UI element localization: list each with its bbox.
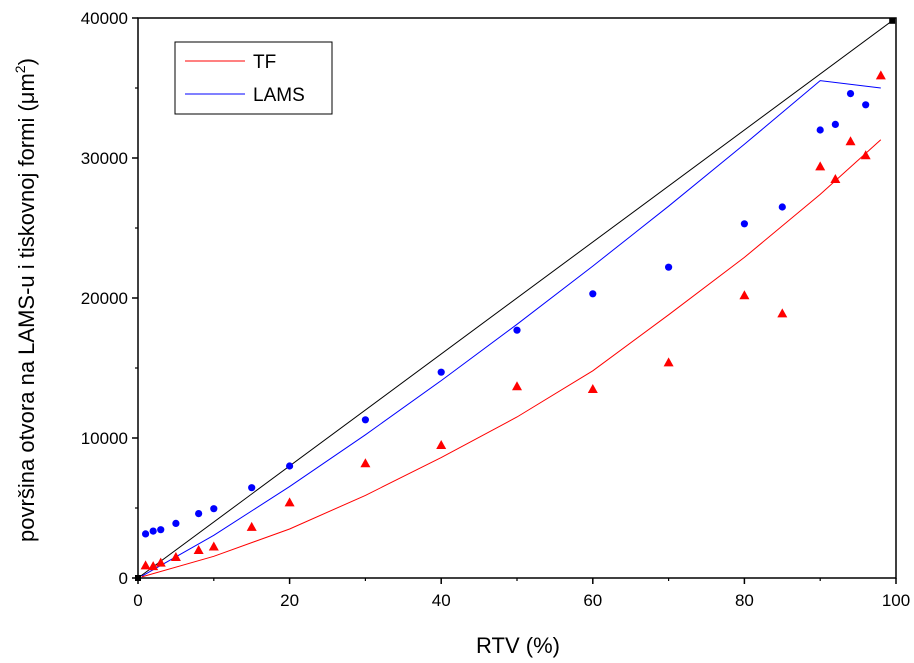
legend-label-tf: TF	[253, 52, 276, 73]
data-point-lams	[846, 90, 855, 98]
data-point-lams	[210, 505, 218, 513]
data-point-lams	[665, 263, 673, 271]
data-point-lams	[816, 126, 824, 134]
data-point-tf	[830, 174, 841, 183]
data-points	[135, 17, 896, 581]
fit-lines	[137, 20, 893, 579]
data-point-tf	[148, 561, 159, 571]
x-tick-label: 0	[133, 591, 142, 610]
x-tick-label: 20	[280, 591, 299, 610]
data-point-tf	[512, 381, 522, 391]
data-point-lams	[437, 368, 445, 376]
x-axis: 0 20 40 60 80 100	[133, 578, 910, 610]
data-point-tf	[663, 357, 674, 367]
y-tick-label: 10000	[81, 429, 128, 448]
data-point-lams	[361, 416, 369, 424]
legend: TF LAMS	[174, 41, 333, 115]
y-tick-label: 40000	[81, 9, 128, 28]
data-point-tf	[875, 70, 886, 80]
data-point-tf	[170, 552, 181, 561]
y-axis-title-close: )	[14, 58, 39, 65]
y-tick-label: 0	[119, 569, 128, 588]
reference-point	[135, 575, 141, 581]
data-point-lams	[740, 220, 749, 228]
data-point-lams	[513, 326, 521, 334]
legend-label-lams: LAMS	[253, 85, 305, 106]
data-point-lams	[831, 120, 839, 128]
data-point-tf	[860, 150, 871, 160]
data-point-tf	[140, 560, 151, 570]
data-point-tf	[284, 497, 295, 507]
data-point-tf	[436, 440, 447, 449]
reference-point	[889, 17, 896, 24]
y-axis-title-unit: μm	[14, 73, 39, 104]
data-point-tf	[777, 308, 788, 318]
data-point-tf	[845, 136, 856, 146]
reference-line	[137, 20, 893, 579]
data-point-lams	[589, 290, 597, 298]
data-point-lams	[286, 462, 294, 470]
fit-line-lams	[141, 80, 881, 577]
data-point-lams	[149, 527, 157, 535]
data-point-lams	[141, 530, 150, 538]
fit-line-tf	[141, 139, 882, 578]
data-point-lams	[862, 101, 870, 109]
x-tick-label: 40	[432, 591, 451, 610]
data-point-lams	[172, 519, 180, 528]
data-point-lams	[248, 484, 256, 492]
data-point-tf	[360, 458, 371, 468]
y-tick-label: 20000	[81, 289, 128, 308]
data-point-lams	[195, 509, 203, 518]
data-point-tf	[739, 290, 750, 300]
y-axis-title-unit-exponent: 2	[12, 65, 28, 73]
y-axis-title: površina otvora na LAMS-u i tiskovnoj fo…	[12, 58, 39, 542]
x-tick-label: 60	[583, 591, 602, 610]
x-tick-label: 100	[882, 591, 910, 610]
x-tick-label: 80	[735, 591, 754, 610]
data-point-tf	[155, 557, 166, 567]
x-axis-title: RTV (%)	[476, 633, 560, 658]
y-axis: 0 10000 20000 30000 40000	[81, 9, 138, 588]
y-tick-label: 30000	[81, 149, 128, 168]
data-point-tf	[208, 541, 219, 551]
data-point-tf	[193, 545, 204, 554]
y-axis-title-text: površina otvora na LAMS-u i tiskovnoj fo…	[14, 104, 39, 542]
data-point-lams	[157, 526, 165, 534]
data-point-lams	[778, 203, 786, 211]
legend-box	[174, 41, 333, 115]
data-point-tf	[587, 384, 598, 393]
data-point-tf	[246, 521, 257, 531]
data-point-tf	[815, 161, 826, 171]
